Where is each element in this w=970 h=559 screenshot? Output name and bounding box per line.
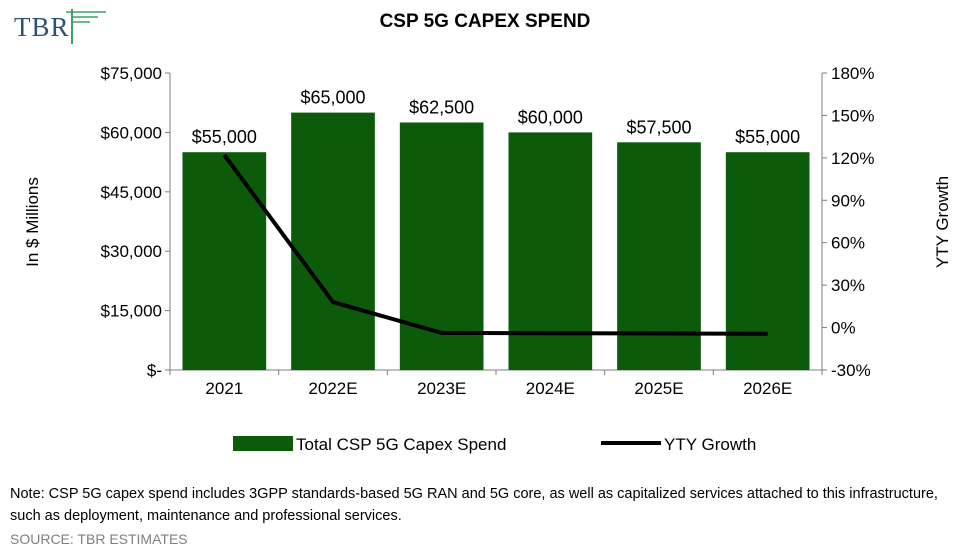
y-tick-label: $30,000	[101, 242, 162, 261]
legend: Total CSP 5G Capex Spend YTY Growth	[233, 435, 756, 454]
data-label: $55,000	[192, 127, 257, 147]
series-line-yty-growth	[222, 153, 768, 336]
x-tick-label: 2022E	[308, 379, 357, 398]
y2-tick-label: 0%	[831, 319, 856, 338]
y2-tick-label: -30%	[831, 361, 871, 380]
chart-note: Note: CSP 5G capex spend includes 3GPP s…	[10, 486, 938, 524]
bar	[182, 152, 267, 370]
chart: CSP 5G CAPEX SPEND $- $15,000 $30,000 $45,0…	[23, 11, 952, 454]
data-label: $60,000	[518, 107, 583, 127]
data-label: $65,000	[300, 88, 365, 108]
x-tick-label: 2024E	[526, 379, 575, 398]
y-tick-label: $75,000	[101, 64, 162, 83]
y2-tick-label: 150%	[831, 106, 874, 125]
data-label: $55,000	[735, 127, 800, 147]
x-tick-label: 2025E	[634, 379, 683, 398]
y2-tick-label: 90%	[831, 191, 865, 210]
y-tick-label: $45,000	[101, 183, 162, 202]
y-tick-label: $15,000	[101, 302, 162, 321]
bar	[508, 132, 593, 370]
y2-tick-label: 60%	[831, 234, 865, 253]
bar	[617, 142, 701, 370]
logo-text: TBR	[14, 12, 70, 42]
chart-source: SOURCE: TBR ESTIMATES	[10, 531, 188, 547]
y2-tick-label: 120%	[831, 149, 874, 168]
bar	[291, 112, 375, 370]
y-axis-label: In $ Millions	[23, 177, 42, 267]
chart-title: CSP 5G CAPEX SPEND	[380, 11, 591, 32]
y-tick-label: $60,000	[101, 123, 162, 142]
y2-axis-label: YTY Growth	[933, 176, 952, 268]
bar	[725, 152, 810, 370]
data-label: $57,500	[626, 117, 691, 137]
legend-swatch-bar	[233, 436, 293, 451]
x-tick-label: 2023E	[417, 379, 466, 398]
y2-tick-label: 180%	[831, 64, 874, 83]
legend-label-line: YTY Growth	[664, 435, 756, 454]
bar	[399, 122, 484, 370]
y-tick-label: $-	[147, 361, 162, 380]
x-tick-label: 2021	[205, 379, 243, 398]
legend-label-bar: Total CSP 5G Capex Spend	[296, 435, 506, 454]
x-tick-label: 2026E	[743, 379, 792, 398]
tbr-logo	[66, 9, 106, 44]
data-label: $62,500	[409, 98, 474, 118]
plot-area: $- $15,000 $30,000 $45,000 $60,000 $75,000 -30…	[101, 64, 875, 398]
y2-tick-label: 30%	[831, 276, 865, 295]
